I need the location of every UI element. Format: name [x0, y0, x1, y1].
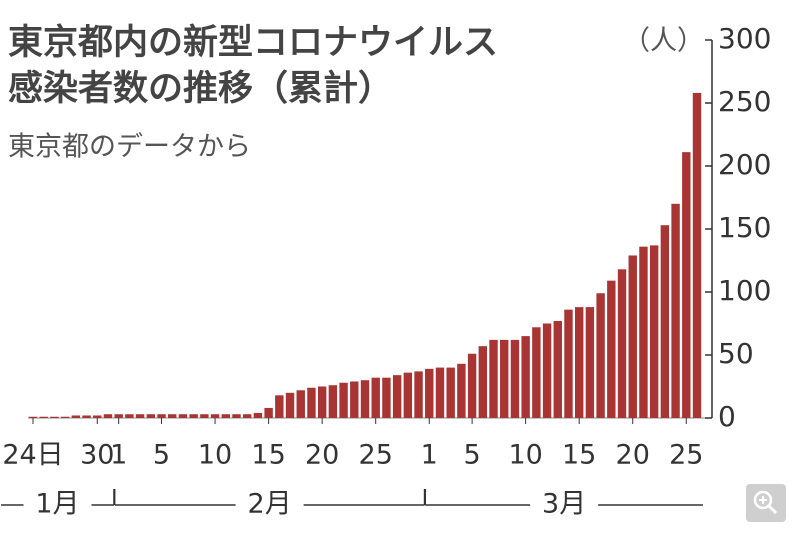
bar [328, 385, 338, 418]
x-tick-label: 25 [669, 440, 703, 471]
bar [564, 309, 573, 418]
bar [414, 371, 423, 418]
y-tick-label: 0 [718, 400, 736, 433]
chart-subtitle: 東京都のデータから [8, 132, 251, 163]
x-tick-label: 10 [508, 440, 542, 471]
bar [307, 387, 316, 418]
x-tick-label: 5 [153, 440, 170, 471]
x-tick-label: 20 [305, 440, 339, 471]
x-tick-label: 10 [198, 440, 232, 471]
bar [692, 92, 702, 419]
bar [317, 386, 327, 418]
bar [103, 414, 113, 418]
chart-title: 東京都内の新型コロナウイルス [8, 22, 498, 63]
bar [93, 415, 102, 418]
y-tick-label: 300 [718, 22, 771, 55]
x-tick-label: 25 [359, 440, 393, 471]
x-tick-label: 15 [562, 440, 596, 471]
bar [371, 377, 380, 418]
bar [382, 377, 391, 418]
x-tick-label: 5 [464, 440, 481, 471]
bar [178, 414, 188, 418]
zoom-icon[interactable] [746, 484, 786, 522]
bar [168, 414, 177, 418]
bar [585, 307, 595, 418]
bar [607, 280, 616, 418]
x-tick-label: 1 [421, 440, 438, 471]
bar [135, 414, 145, 418]
bar [39, 416, 48, 418]
bar [403, 372, 413, 418]
bar [671, 203, 680, 418]
x-tick-label: 1 [110, 440, 127, 471]
bar [275, 395, 284, 418]
month-label: 2月 [248, 489, 292, 520]
bar [189, 414, 198, 418]
bar [435, 367, 445, 418]
bar [500, 339, 509, 418]
y-tick-label: 200 [718, 148, 771, 181]
bar [125, 414, 134, 418]
bar [457, 363, 466, 418]
bar [628, 255, 637, 418]
bar [71, 415, 81, 418]
bar [157, 414, 166, 418]
x-tick-label: 15 [251, 440, 285, 471]
bar [660, 225, 670, 418]
bar [60, 416, 70, 418]
x-tick-label: 20 [616, 440, 650, 471]
bar [82, 415, 91, 418]
bar [596, 293, 605, 418]
bar [425, 368, 434, 418]
bar [221, 414, 230, 418]
bar [532, 327, 541, 418]
bar [285, 392, 295, 418]
bar [360, 380, 370, 418]
month-label: 1月 [35, 489, 79, 520]
bar [114, 414, 123, 418]
bar [28, 416, 38, 418]
bar [264, 407, 273, 418]
bar [296, 390, 305, 418]
y-unit: （人） [623, 26, 704, 57]
bar [649, 245, 659, 418]
bar [200, 414, 209, 418]
bar [446, 367, 455, 418]
bar [146, 414, 156, 418]
bar [574, 307, 584, 418]
y-tick-label: 250 [718, 85, 771, 118]
bar [617, 269, 627, 418]
bar [350, 381, 359, 418]
bar [489, 339, 498, 418]
x-tick-label: 30 [80, 440, 114, 471]
bar [682, 152, 691, 418]
bar [521, 336, 530, 418]
x-tick-label: 24日 [2, 440, 63, 471]
bar [510, 339, 520, 418]
chart-title: 感染者数の推移（累計） [8, 69, 393, 109]
bar [478, 346, 488, 418]
y-tick-label: 150 [718, 211, 771, 244]
bar [210, 414, 220, 418]
bar [467, 353, 477, 418]
bar [339, 382, 348, 418]
bar [232, 414, 241, 418]
month-label: 3月 [542, 489, 586, 520]
bar [242, 414, 252, 418]
bar [253, 412, 263, 418]
y-tick-label: 100 [718, 274, 771, 307]
bar [553, 320, 562, 418]
bar [392, 375, 402, 418]
bar [50, 416, 59, 418]
bar [639, 246, 648, 418]
bar [542, 323, 552, 418]
y-tick-label: 50 [718, 337, 754, 370]
